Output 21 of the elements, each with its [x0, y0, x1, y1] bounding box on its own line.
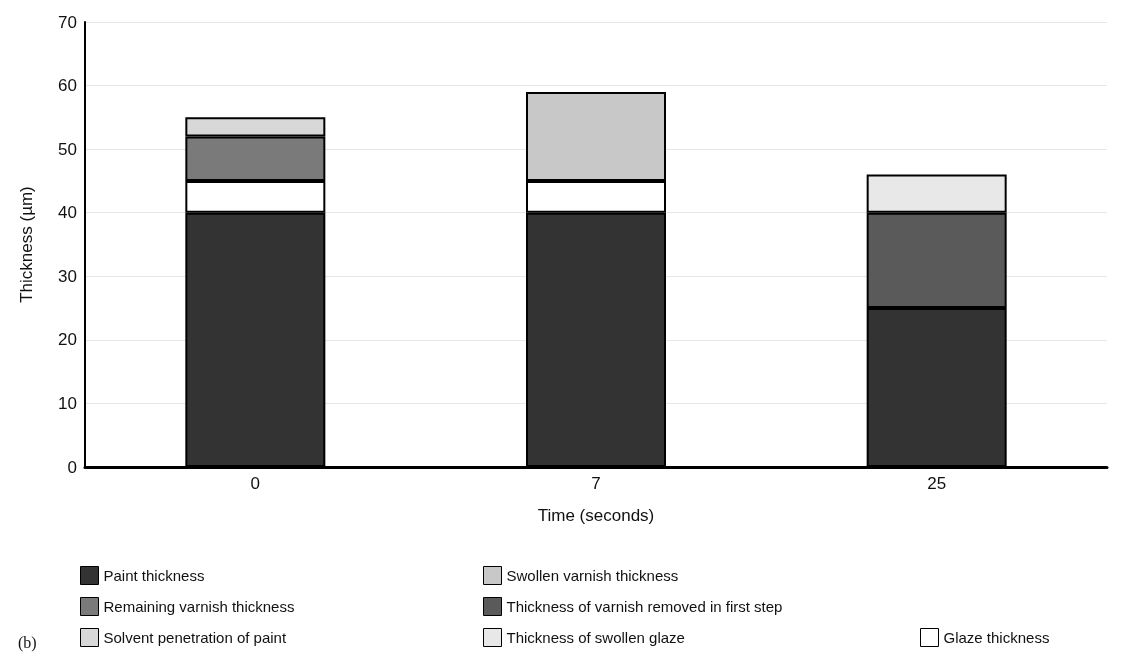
y-tick-label: 70 [58, 12, 77, 32]
text: (b) [18, 633, 37, 652]
x-tick-label: 0 [250, 474, 261, 493]
y-tick-label: 30 [58, 266, 77, 286]
legend-label: Solvent penetration of paint [103, 629, 287, 646]
legend-label: Paint thickness [103, 567, 205, 584]
y-tick-label: 50 [58, 139, 77, 159]
y-tick-label: 60 [58, 76, 77, 96]
y-tick-label: 10 [58, 393, 77, 413]
y-tick-label: 40 [58, 203, 77, 223]
legend-label: Thickness of varnish removed in first step [506, 598, 783, 615]
x-tick-label: 25 [927, 474, 947, 493]
legend-label: Thickness of swollen glaze [506, 629, 685, 646]
x-tick-label: 7 [591, 474, 601, 493]
y-tick-label: 0 [67, 457, 77, 477]
legend-label: Remaining varnish thickness [103, 598, 295, 615]
x-axis-title: Time (seconds) [537, 506, 655, 525]
y-tick-label: 20 [58, 330, 77, 350]
y-axis-title: Thickness (µm) [17, 186, 36, 303]
legend-label: Swollen varnish thickness [506, 567, 679, 584]
legend-label: Glaze thickness [943, 629, 1050, 646]
